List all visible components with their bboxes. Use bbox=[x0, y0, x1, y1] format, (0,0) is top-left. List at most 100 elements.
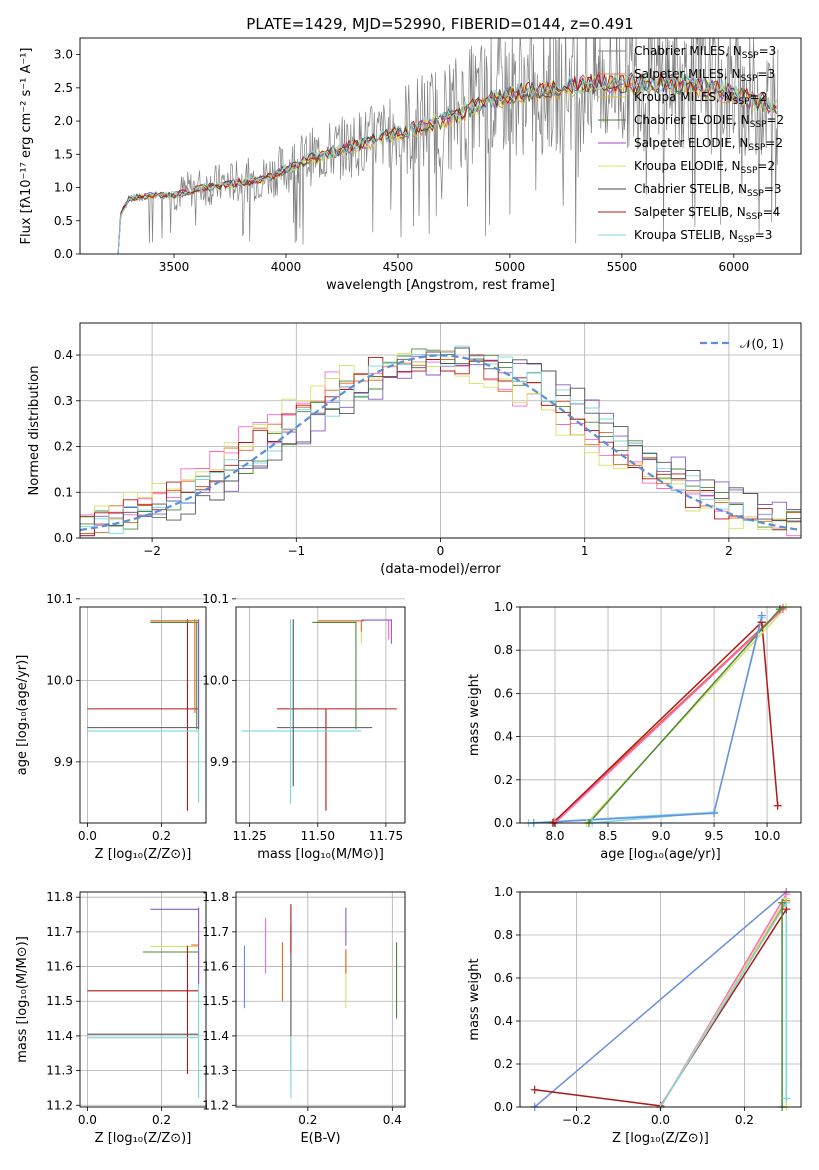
x-tick-label: 11.50 bbox=[301, 829, 335, 843]
x-axis-label: (data-model)/error bbox=[380, 562, 501, 577]
legend-subscript: SSP bbox=[747, 189, 764, 199]
y-tick-label: 11.6 bbox=[202, 960, 229, 974]
y-tick-label: 0.6 bbox=[494, 971, 513, 985]
x-tick-label: 0.2 bbox=[152, 829, 171, 843]
weight-line-5 bbox=[586, 607, 787, 823]
y-tick-label: 9.9 bbox=[54, 755, 73, 769]
x-axis-label: wavelength [Angstrom, rest frame] bbox=[326, 278, 555, 293]
mass-vs-metallicity-panel: 0.0 0.2 11.2 11.3 11.4 11.5 11.6 11.7 11.8 Z [log… bbox=[15, 890, 207, 1146]
x-tick-label: 0.0 bbox=[78, 1113, 97, 1127]
y-tick-label: 0.4 bbox=[494, 730, 513, 744]
axes-frame bbox=[519, 606, 802, 824]
x-tick-label: 9.5 bbox=[705, 829, 724, 843]
model-fit-line-8 bbox=[117, 72, 777, 254]
legend-entry: Salpeter STELIB, NSSP=4 bbox=[634, 205, 780, 222]
x-axis-label: mass [log₁₀(M/M⊙)] bbox=[257, 847, 384, 862]
y-tick-label: 0.6 bbox=[494, 686, 513, 700]
point-marker bbox=[549, 817, 558, 826]
y-tick-label: 0.2 bbox=[54, 440, 73, 454]
x-tick-label: 0 bbox=[437, 544, 445, 558]
y-tick-label: 0.2 bbox=[494, 1057, 513, 1071]
x-tick-label: 0.4 bbox=[383, 1113, 402, 1127]
y-tick-label: 0.4 bbox=[54, 348, 73, 362]
x-axis-label: E(B-V) bbox=[300, 1131, 340, 1146]
y-axis-label: Normed distribution bbox=[27, 366, 42, 496]
y-tick-label: 10.1 bbox=[202, 592, 229, 606]
legend-entry: Kroupa ELODIE, NSSP=2 bbox=[634, 159, 775, 176]
x-tick-label: 8.5 bbox=[598, 829, 617, 843]
residual-histogram-7 bbox=[80, 345, 801, 534]
y-tick-label: 1.0 bbox=[494, 600, 513, 614]
y-tick-label: 9.9 bbox=[210, 755, 229, 769]
point-marker bbox=[782, 1094, 791, 1103]
y-tick-label: 0.8 bbox=[494, 928, 513, 942]
y-tick-label: 1.0 bbox=[494, 885, 513, 899]
y-tick-label: 0.3 bbox=[54, 394, 73, 408]
age-vs-metallicity-panel: 0.0 0.2 9.9 10.0 10.1 Z [log₁₀(Z/Z⊙)] age [log… bbox=[15, 592, 207, 862]
x-tick-label: 11.25 bbox=[232, 829, 266, 843]
plot-area bbox=[87, 907, 200, 1099]
y-axis-label: Flux [fλ10⁻¹⁷ erg cm⁻² s⁻¹ A⁻¹] bbox=[19, 48, 34, 245]
y-tick-label: 0.1 bbox=[54, 485, 73, 499]
observed-spectrum-line bbox=[117, 38, 779, 254]
y-axis-label: mass [log₁₀(M/M⊙)] bbox=[15, 936, 30, 1063]
weight-line-7 bbox=[528, 617, 763, 823]
legend-count: =3 bbox=[764, 182, 782, 196]
legend-entry: Salpeter ELODIE, NSSP=2 bbox=[634, 136, 783, 153]
y-tick-label: 0.5 bbox=[54, 214, 73, 228]
x-tick-label: 9.0 bbox=[651, 829, 670, 843]
legend-subscript: SSP bbox=[750, 120, 767, 130]
residuals-panel: −2 −1 0 1 2 0.0 0.1 0.2 0.3 0.4 (data-model)/error… bbox=[27, 322, 802, 577]
x-tick-label: 5000 bbox=[495, 260, 526, 274]
x-tick-label: 10.0 bbox=[754, 829, 781, 843]
y-tick-label: 11.5 bbox=[46, 994, 73, 1008]
weight-line-4 bbox=[761, 622, 779, 806]
legend-entry: Chabrier STELIB, NSSP=3 bbox=[634, 182, 782, 199]
x-tick-label: 1 bbox=[581, 544, 589, 558]
legend-subscript: SSP bbox=[738, 235, 755, 245]
weight-line-6 bbox=[659, 900, 788, 1107]
y-tick-label: 2.5 bbox=[54, 81, 73, 95]
y-tick-label: 0.0 bbox=[494, 816, 513, 830]
legend-entry: Kroupa STELIB, NSSP=3 bbox=[634, 228, 772, 245]
y-tick-label: 11.8 bbox=[202, 890, 229, 904]
weight-line-6 bbox=[588, 608, 781, 823]
y-tick-label: 1.0 bbox=[54, 181, 73, 195]
weight-line-2 bbox=[554, 608, 784, 823]
residual-histogram-8 bbox=[80, 347, 801, 526]
y-tick-label: 0.8 bbox=[494, 643, 513, 657]
residual-legend: 𝒩(0, 1) bbox=[700, 337, 784, 351]
y-tick-label: 10.0 bbox=[46, 673, 73, 687]
legend-entry: Salpeter MILES, NSSP=3 bbox=[634, 67, 775, 84]
x-tick-label: 11.75 bbox=[369, 829, 403, 843]
x-tick-label: 5500 bbox=[607, 260, 638, 274]
legend-subscript: SSP bbox=[748, 143, 765, 153]
x-tick-label: 0.2 bbox=[152, 1113, 171, 1127]
y-tick-label: 11.8 bbox=[46, 890, 73, 904]
plot-area bbox=[243, 904, 398, 1099]
legend-count: =4 bbox=[763, 205, 781, 219]
model-fit-line-6 bbox=[117, 72, 777, 254]
axes-frame bbox=[79, 37, 802, 255]
y-tick-label: 1.5 bbox=[54, 147, 73, 161]
x-tick-label: −1 bbox=[287, 544, 305, 558]
y-axis-label: mass weight bbox=[467, 674, 482, 756]
spectrum-legend: Chabrier MILES, NSSP=3 Salpeter MILES, NS… bbox=[598, 44, 784, 245]
y-tick-label: 11.2 bbox=[46, 1098, 73, 1112]
y-axis-label: age [log₁₀(age/yr)] bbox=[15, 655, 30, 776]
legend-subscript: SSP bbox=[742, 51, 759, 61]
x-tick-label: 0.2 bbox=[735, 1113, 754, 1127]
y-tick-label: 0.0 bbox=[54, 247, 73, 261]
legend-count: =3 bbox=[755, 228, 773, 242]
x-tick-label: 4500 bbox=[383, 260, 414, 274]
legend-entry: 𝒩(0, 1) bbox=[740, 337, 784, 351]
normal-curve-line bbox=[80, 354, 801, 532]
x-tick-label: 0.0 bbox=[78, 829, 97, 843]
x-tick-label: 4000 bbox=[271, 260, 302, 274]
y-tick-label: 11.4 bbox=[46, 1029, 73, 1043]
x-tick-label: 0.0 bbox=[651, 1113, 670, 1127]
legend-count: =2 bbox=[765, 136, 783, 150]
legend-count: =3 bbox=[759, 44, 777, 58]
plot-area bbox=[528, 607, 787, 823]
y-tick-label: 0.2 bbox=[494, 773, 513, 787]
